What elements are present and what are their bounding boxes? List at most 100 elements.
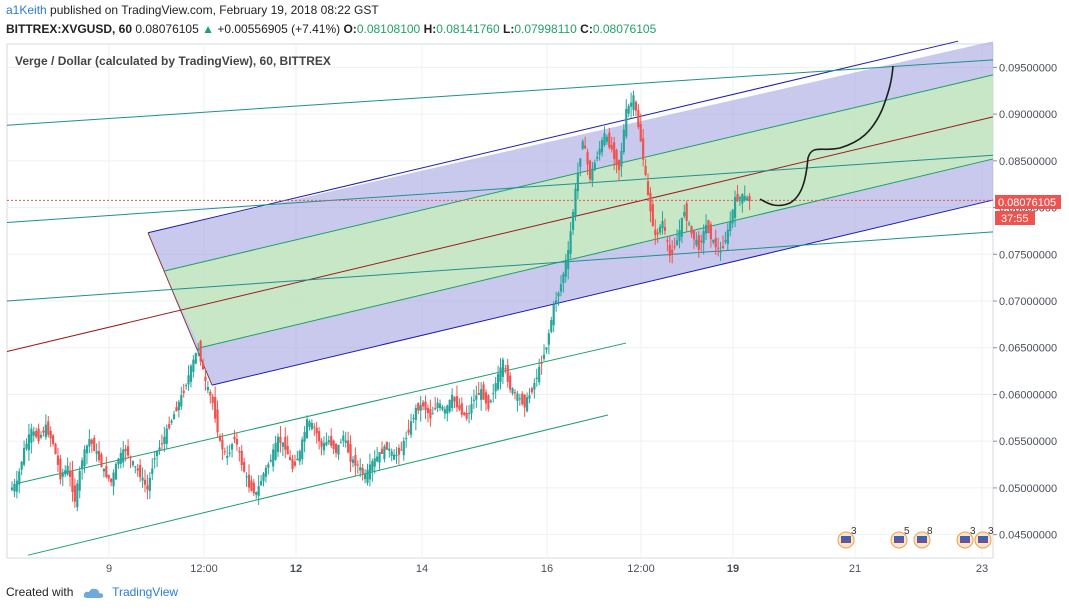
candle-body — [492, 393, 495, 395]
candle-body — [245, 476, 248, 478]
candle-body — [342, 435, 345, 441]
candle-body — [625, 108, 628, 137]
candle-body — [153, 458, 156, 460]
candle-body — [322, 443, 326, 451]
candle-body — [467, 413, 471, 415]
candle-body — [226, 455, 229, 459]
candle-body — [489, 400, 492, 403]
candle-body — [180, 395, 183, 407]
symbol-ohlc-line: BITTREX:XVGUSD, 60 0.08076105 ▲ +0.00556… — [6, 22, 656, 36]
candle-body — [129, 456, 132, 459]
candle-body — [30, 428, 33, 443]
candle-body — [627, 106, 630, 114]
price-chart[interactable]: 0.095000000.090000000.085000000.08000000… — [0, 40, 1069, 578]
candle-body — [552, 304, 555, 326]
candle-body — [663, 226, 667, 231]
price-axis[interactable]: 0.095000000.090000000.085000000.08000000… — [993, 62, 1057, 542]
y-tick-label: 0.08500000 — [999, 156, 1057, 168]
candle-body — [27, 434, 31, 451]
change-arrow-icon: ▲ — [202, 22, 215, 36]
author-link[interactable]: a1Keith — [6, 3, 47, 17]
candle-body — [388, 448, 391, 451]
candle-body — [100, 454, 103, 468]
candle-body — [600, 139, 604, 153]
candle-body — [639, 124, 642, 142]
candle-body — [313, 426, 316, 428]
candle-body — [525, 397, 529, 412]
y-tick-label: 0.07000000 — [999, 296, 1057, 308]
candle-body — [13, 483, 16, 492]
time-axis[interactable]: 9 12:00 12 14 16 12:00 19 21 23 — [106, 563, 988, 575]
candle-body — [218, 435, 222, 441]
candle-body — [451, 394, 454, 408]
candle-body — [267, 464, 270, 468]
tradingview-link[interactable]: TradingView — [112, 585, 179, 599]
event-count: 8 — [927, 526, 933, 537]
candle-body — [559, 284, 563, 292]
candle-body — [632, 95, 635, 110]
candle-body — [356, 464, 359, 466]
candle-body — [463, 412, 466, 415]
candle-body — [47, 421, 50, 435]
candle-body — [709, 224, 712, 240]
candle-body — [695, 239, 698, 245]
candle-body — [163, 436, 166, 444]
candle-body — [252, 482, 255, 494]
band-lower-line — [199, 158, 994, 349]
candle-body — [496, 373, 500, 390]
candle-body — [629, 102, 633, 107]
candle-body — [289, 456, 292, 460]
candle-body — [366, 469, 369, 483]
candle-body — [719, 250, 722, 253]
low-label: L: — [502, 22, 515, 36]
y-tick-label: 0.07500000 — [999, 249, 1057, 261]
candle-body — [422, 402, 425, 407]
candle-body — [68, 470, 72, 477]
candle-body — [409, 421, 413, 435]
candle-body — [567, 250, 570, 269]
candle-body — [201, 363, 205, 370]
candle-body — [192, 359, 195, 373]
candle-body — [644, 166, 647, 175]
candle-body — [187, 375, 190, 385]
candle-body — [199, 340, 202, 362]
candle-body — [39, 434, 43, 438]
candle-body — [673, 246, 676, 248]
candle-body — [318, 431, 321, 442]
candle-body — [134, 466, 137, 468]
candle-body — [49, 430, 52, 439]
candle-body — [576, 173, 579, 192]
candle-body — [206, 386, 209, 391]
published-text: published on TradingView.com, February 1… — [50, 3, 379, 17]
candle-body — [470, 403, 473, 414]
candle-body — [494, 383, 497, 392]
candle-body — [42, 430, 45, 433]
candle-body — [230, 444, 234, 450]
candle-body — [702, 230, 705, 244]
fan-line-mid — [6, 154, 994, 223]
candle-body — [724, 240, 727, 242]
countdown-box — [995, 211, 1035, 225]
candle-body — [678, 230, 681, 241]
candle-body — [455, 396, 459, 408]
price-tag-box — [995, 195, 1061, 209]
candle-body — [654, 229, 657, 236]
candle-body — [172, 414, 176, 420]
candle-body — [305, 419, 309, 438]
candle-body — [247, 474, 251, 488]
candle-body — [504, 368, 507, 370]
high-label: H: — [423, 22, 437, 36]
candle-body — [501, 359, 505, 377]
candle-body — [538, 366, 541, 383]
y-tick-label: 0.09500000 — [999, 62, 1057, 74]
event-flag-body — [960, 536, 970, 543]
candle-body — [472, 399, 475, 401]
candle-body — [56, 455, 60, 465]
candle-body — [540, 362, 543, 365]
grid-lines — [7, 44, 993, 558]
candle-body — [443, 409, 446, 414]
candle-body — [482, 384, 485, 400]
candle-body — [426, 407, 430, 414]
candle-body — [441, 406, 444, 410]
candle-body — [475, 395, 478, 400]
